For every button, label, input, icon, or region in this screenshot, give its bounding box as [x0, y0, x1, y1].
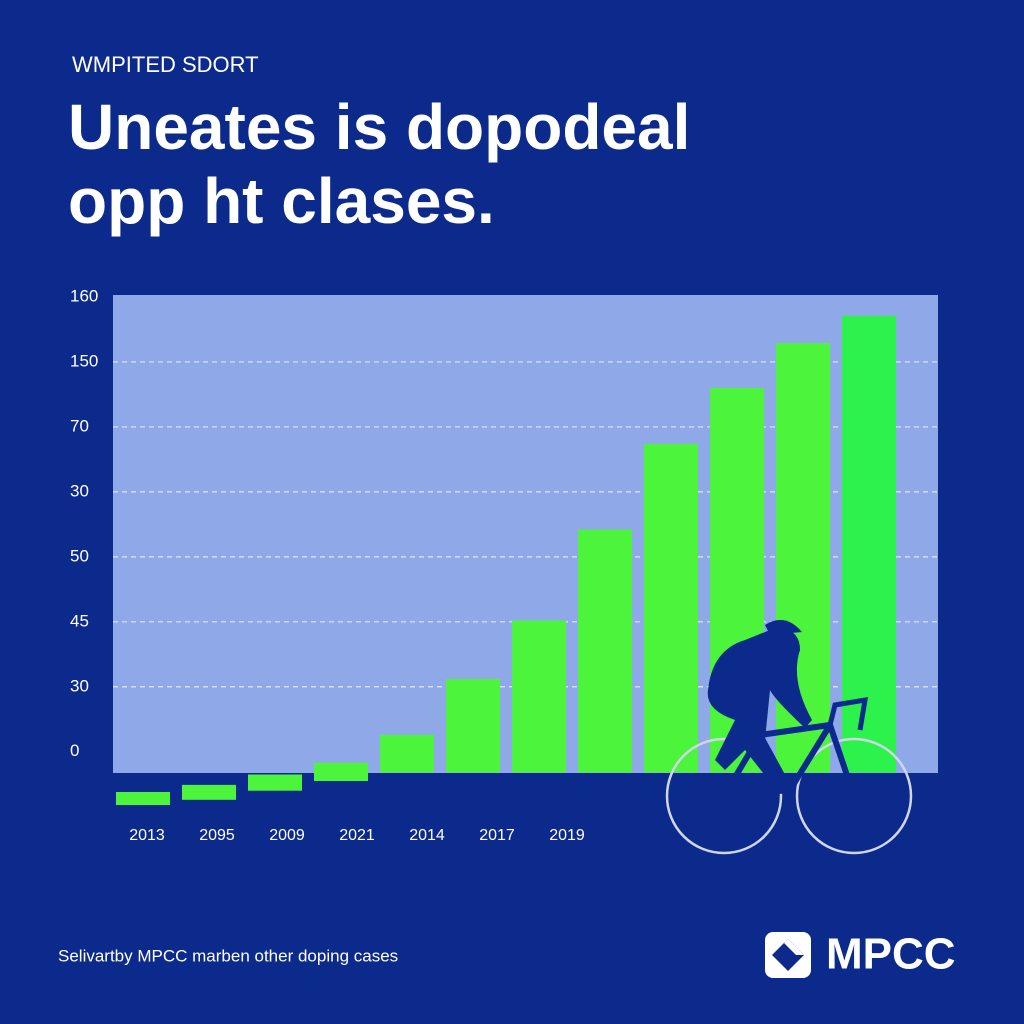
- bar: [248, 774, 302, 791]
- x-tick-label: 2013: [129, 827, 165, 844]
- y-tick-label: 30: [70, 481, 89, 500]
- y-tick-label: 70: [70, 416, 89, 435]
- bar: [644, 443, 698, 773]
- title-line: Uneates is dopodeal: [68, 91, 690, 163]
- bar: [380, 734, 434, 773]
- y-tick-label: 150: [70, 351, 98, 370]
- bar: [314, 762, 368, 781]
- bar: [182, 784, 236, 800]
- footer-note: Selivartby MPCC marben other doping case…: [58, 946, 398, 965]
- x-tick-label: 2021: [339, 827, 375, 844]
- x-tick-label: 2095: [199, 827, 235, 844]
- bar: [578, 529, 632, 773]
- y-tick-label: 160: [70, 286, 98, 305]
- y-tick-label: 45: [70, 611, 89, 630]
- y-tick-label: 50: [70, 546, 89, 565]
- x-tick-label: 2017: [479, 827, 515, 844]
- bar: [512, 620, 566, 773]
- x-tick-label: 2019: [549, 827, 585, 844]
- bar: [842, 315, 896, 773]
- logo-text: MPCC: [826, 930, 956, 979]
- y-tick-label: 0: [70, 741, 79, 760]
- logo-icon: [765, 932, 811, 978]
- bar: [446, 678, 500, 773]
- x-tick-label: 2009: [269, 827, 305, 844]
- cyclist-silhouette: [665, 619, 913, 855]
- bar: [116, 792, 170, 805]
- y-tick-label: 30: [70, 676, 89, 695]
- kicker: WMPITED SDORT: [72, 52, 259, 77]
- x-tick-label: 2014: [409, 827, 445, 844]
- title-line: opp ht clases.: [68, 165, 495, 237]
